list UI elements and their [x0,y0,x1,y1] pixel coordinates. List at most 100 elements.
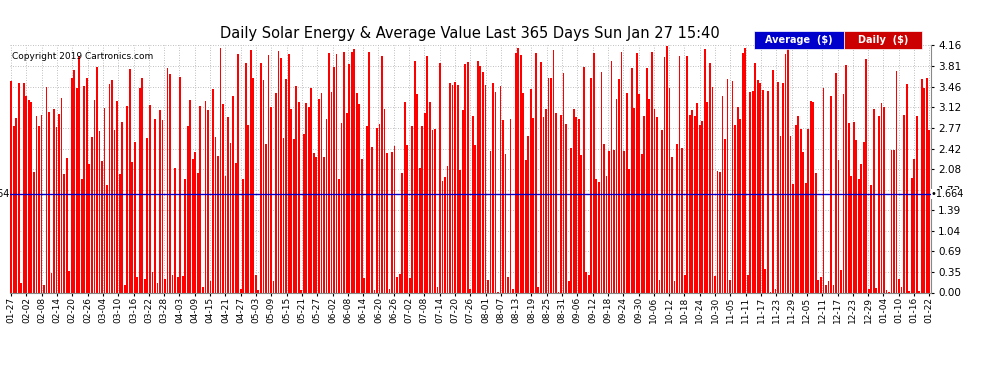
Bar [510,118,512,292]
Bar [795,125,797,292]
Bar [446,166,448,292]
Bar [550,78,551,292]
Bar [790,136,791,292]
Bar [328,53,330,292]
Bar [543,117,545,292]
Bar [290,109,292,292]
Bar [192,159,194,292]
Bar [109,84,111,292]
Bar [520,55,522,292]
Bar [409,278,411,292]
Bar [663,57,665,292]
Bar [530,89,532,292]
Bar [671,158,673,292]
Bar [699,124,701,292]
Bar [44,285,45,292]
Bar [383,109,385,292]
Bar [707,102,708,292]
Bar [603,144,605,292]
Bar [754,63,756,292]
Bar [567,281,569,292]
Bar [924,88,926,292]
Bar [845,65,847,292]
Bar [929,130,931,292]
Bar [875,288,877,292]
Bar [36,116,38,292]
Bar [751,91,753,292]
Bar [285,80,287,292]
Bar [238,54,239,292]
Bar [248,125,249,292]
Bar [656,117,657,292]
Bar [38,126,40,292]
Bar [495,92,496,292]
Bar [855,140,857,292]
Bar [331,92,333,292]
Bar [573,109,574,292]
Bar [116,101,118,292]
Bar [86,78,88,292]
Bar [23,83,25,292]
Bar [626,93,628,292]
Bar [714,276,716,292]
Bar [373,290,375,292]
Bar [429,102,431,292]
Bar [106,185,108,292]
Bar [830,96,832,292]
Bar [104,108,105,292]
Bar [886,291,887,292]
Bar [270,107,272,292]
Bar [898,279,900,292]
Bar [815,173,817,292]
Bar [442,181,444,292]
Bar [217,156,219,292]
Text: •1.664: •1.664 [0,189,10,198]
Bar [151,272,153,292]
Bar [194,152,196,292]
Bar [60,98,62,292]
Bar [583,67,585,292]
Bar [641,154,643,292]
Bar [616,99,618,292]
Text: Daily  ($): Daily ($) [858,35,909,45]
Bar [489,152,491,292]
Bar [575,117,577,292]
Bar [479,66,481,292]
Bar [484,85,486,292]
Bar [134,142,136,292]
Bar [598,182,600,292]
Bar [305,104,307,292]
Bar [249,50,251,292]
Bar [919,291,920,292]
Bar [545,109,546,292]
Bar [464,64,466,292]
Bar [440,63,441,292]
Bar [658,279,660,292]
Bar [71,78,72,292]
Bar [149,105,150,292]
Bar [555,112,557,292]
Bar [668,88,670,292]
Bar [631,68,633,292]
Bar [111,80,113,292]
Bar [427,56,429,292]
Bar [740,119,742,292]
Bar [432,130,434,292]
Bar [288,54,289,292]
Bar [228,117,229,292]
Bar [666,46,668,292]
Bar [78,56,80,292]
Bar [58,114,60,292]
Bar [673,281,675,292]
Bar [901,287,903,292]
Bar [386,153,388,292]
Bar [419,168,421,292]
Bar [873,109,875,292]
Bar [311,88,312,292]
Bar [780,136,781,292]
Bar [159,110,160,292]
Bar [406,145,408,292]
Bar [348,64,350,292]
Bar [722,96,724,292]
Bar [10,81,12,292]
